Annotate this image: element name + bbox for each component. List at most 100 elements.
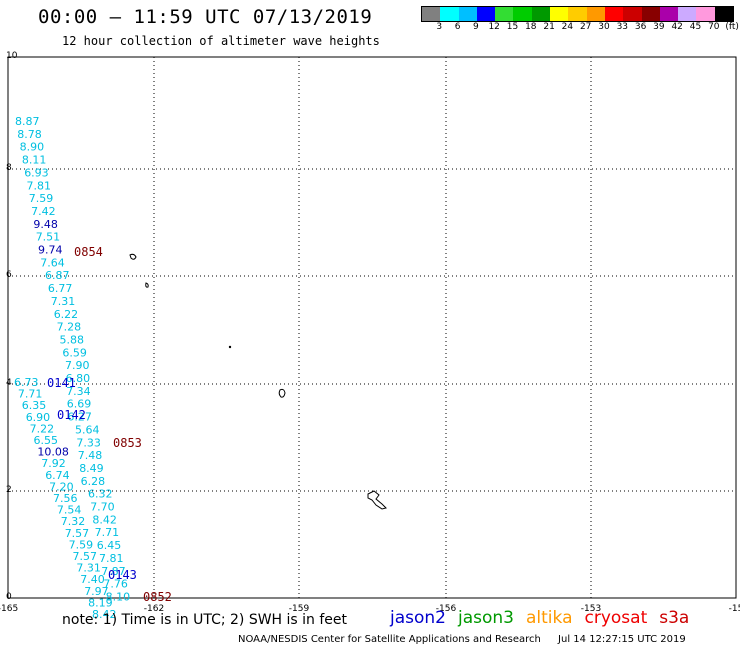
wave-height-label: 7.20 bbox=[49, 480, 74, 493]
wave-height-label: 6.69 bbox=[67, 398, 92, 411]
satellite-legend-entry: s3a bbox=[659, 608, 690, 628]
color-scale-tick: 12 bbox=[488, 22, 500, 32]
wave-height-label: 8.87 bbox=[15, 115, 40, 128]
wave-height-label: 6.87 bbox=[45, 269, 70, 282]
wave-height-label: 8.49 bbox=[79, 462, 104, 475]
color-swatch bbox=[641, 7, 660, 21]
y-axis-tick-label: 6 bbox=[6, 270, 12, 280]
wave-height-label: 7.31 bbox=[51, 295, 76, 308]
x-axis-tick-label: -162 bbox=[144, 604, 164, 614]
wave-height-label: 7.57 bbox=[73, 550, 98, 563]
color-swatch bbox=[531, 7, 551, 21]
satellite-legend-entry: jason2 bbox=[390, 608, 446, 628]
color-scale-tick: 15 bbox=[506, 22, 519, 32]
color-swatch bbox=[440, 7, 459, 21]
units-note: note: 1) Time is in UTC; 2) SWH is in fe… bbox=[62, 612, 348, 628]
wave-height-label: 7.81 bbox=[99, 552, 124, 565]
wave-height-label: 7.48 bbox=[78, 449, 103, 462]
color-swatch bbox=[696, 7, 715, 21]
wave-height-label: 7.64 bbox=[40, 256, 65, 269]
color-swatch bbox=[586, 7, 605, 21]
color-scale-tick: 9 bbox=[473, 22, 479, 32]
x-axis-tick-label: -156 bbox=[436, 604, 457, 614]
wave-height-label: 7.33 bbox=[76, 436, 101, 449]
y-axis-tick-label: 0 bbox=[6, 592, 12, 602]
wave-height-label: 6.55 bbox=[34, 434, 59, 447]
y-axis-tick-label: 4 bbox=[6, 378, 12, 388]
wave-height-label: 7.71 bbox=[95, 526, 120, 539]
wave-height-label: 8.10 bbox=[106, 590, 131, 603]
wave-height-label: 7.90 bbox=[65, 359, 90, 372]
pass-time-label: 0852 bbox=[143, 590, 172, 604]
color-scale-tick: 24 bbox=[561, 22, 574, 32]
y-axis-tick-label: 8 bbox=[6, 163, 12, 173]
color-scale-tick: (ft) bbox=[725, 22, 739, 32]
wave-height-label: 6.77 bbox=[48, 282, 73, 295]
color-swatch bbox=[476, 7, 496, 21]
wave-height-label: 8.42 bbox=[92, 513, 117, 526]
footer: NOAA/NESDIS Center for Satellite Applica… bbox=[238, 634, 686, 645]
wave-height-label: 7.57 bbox=[65, 527, 90, 540]
wave-height-label: 8.42 bbox=[92, 608, 117, 621]
wave-height-label: 8.78 bbox=[17, 128, 42, 141]
color-scale-tick: 21 bbox=[543, 22, 555, 32]
wave-height-label: 6.80 bbox=[66, 372, 91, 385]
wave-height-label: 7.71 bbox=[18, 388, 43, 401]
pass-time-label: 0142 bbox=[57, 408, 86, 422]
wave-height-label: 6.22 bbox=[54, 308, 78, 321]
pass-time-label: 0141 bbox=[47, 376, 76, 390]
y-axis-tick-label: 2 bbox=[6, 485, 12, 495]
wave-height-label: 7.32 bbox=[61, 515, 86, 528]
wave-height-label: 7.76 bbox=[103, 578, 128, 591]
island-outline bbox=[278, 388, 286, 398]
wave-height-label: 7.31 bbox=[76, 562, 101, 575]
wave-height-label: 6.35 bbox=[22, 399, 47, 412]
map-title: 00:00 – 11:59 UTC 07/13/2019 bbox=[38, 6, 373, 28]
color-scale-tick: 33 bbox=[616, 22, 629, 32]
wave-height-label: 7.34 bbox=[66, 385, 91, 398]
color-swatch bbox=[714, 7, 734, 21]
wave-height-label: 7.70 bbox=[90, 501, 115, 514]
wave-height-label: 6.73 bbox=[14, 376, 39, 389]
satellite-legend-entry: cryosat bbox=[584, 608, 648, 628]
satellite-legend-entry: altika bbox=[526, 608, 573, 628]
wave-height-label: 7.97 bbox=[84, 585, 109, 598]
wave-height-label: 9.74 bbox=[38, 244, 63, 257]
wave-height-label: 7.54 bbox=[57, 504, 82, 517]
wave-height-label: 7.59 bbox=[29, 192, 54, 205]
color-swatch bbox=[604, 7, 624, 21]
wave-height-label: 8.19 bbox=[88, 596, 113, 609]
color-scale-tick: 6 bbox=[454, 22, 461, 32]
color-scale-ticks: 3 6 9 12 15 18 21 24 27 30 33 36 39 42 45 70 (ft) bbox=[421, 22, 740, 34]
color-swatch bbox=[495, 7, 514, 21]
generation-timestamp: Jul 14 12:27:15 UTC 2019 bbox=[558, 634, 686, 645]
y-axis-tick-label: 10 bbox=[6, 51, 18, 61]
wave-height-label: 7.51 bbox=[36, 231, 61, 244]
color-swatch bbox=[568, 7, 587, 21]
wave-height-label: 8.90 bbox=[20, 141, 44, 154]
wave-height-label: 8.11 bbox=[22, 154, 47, 167]
wave-height-label: 7.87 bbox=[101, 565, 126, 578]
wave-height-label: 6.74 bbox=[45, 469, 69, 482]
wave-height-label: 7.56 bbox=[53, 492, 78, 505]
color-scale-tick: 42 bbox=[671, 22, 683, 32]
wave-height-label: 6.32 bbox=[88, 488, 113, 501]
wave-height-label: 7.59 bbox=[69, 538, 94, 551]
wave-height-label: 5.64 bbox=[75, 423, 100, 436]
color-scale-tick: 18 bbox=[525, 22, 537, 32]
color-swatch bbox=[623, 7, 642, 21]
color-scale-tick: 27 bbox=[579, 22, 592, 32]
island-outline bbox=[145, 282, 149, 288]
color-scale-tick: 30 bbox=[598, 22, 610, 32]
wave-height-label: 7.22 bbox=[30, 422, 54, 435]
color-scale-tick: 36 bbox=[634, 22, 647, 32]
wave-height-label: 7.42 bbox=[31, 205, 55, 218]
pass-time-label: 0143 bbox=[108, 568, 137, 582]
color-scale-tick: 3 bbox=[436, 22, 443, 32]
color-swatch bbox=[513, 7, 532, 21]
island-outline bbox=[228, 345, 232, 349]
wave-height-label: 10.08 bbox=[37, 446, 69, 459]
color-swatch bbox=[678, 7, 697, 21]
pass-time-label: 0854 bbox=[74, 245, 103, 259]
